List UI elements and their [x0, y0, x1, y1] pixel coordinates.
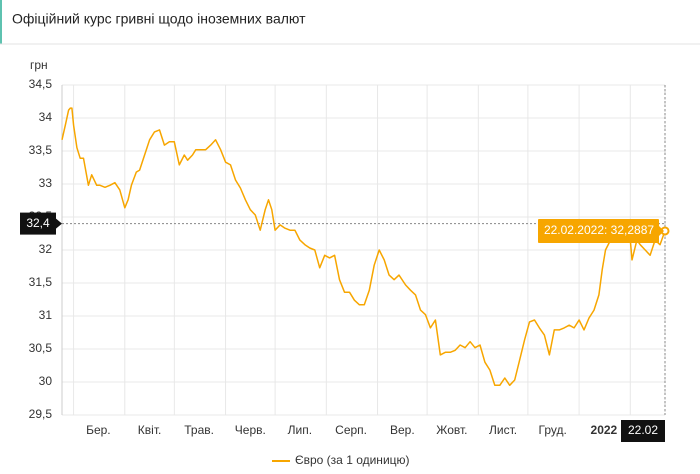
crosshair-label: 32,4: [26, 216, 50, 230]
x-cursor-label: 22.02: [628, 423, 658, 437]
x-tick-label: 2022: [591, 423, 618, 437]
tooltip: 22.02.2022: 32,2887: [544, 223, 654, 237]
x-tick-label: Бер.: [86, 423, 111, 437]
y-tick-label: 30,5: [29, 341, 53, 355]
legend-label: Євро (за 1 одиницю): [295, 453, 410, 467]
series-line: [61, 107, 666, 387]
x-cursor-label-bg: [621, 420, 665, 442]
x-tick-label: Лист.: [489, 423, 517, 437]
y-tick-label: 32: [39, 242, 53, 256]
x-tick-label: Груд.: [539, 423, 567, 437]
x-tick-label: Трав.: [184, 423, 214, 437]
y-tick-label: 33: [39, 176, 53, 190]
y-tick-label: 34,5: [29, 77, 53, 91]
y-tick-label: 31: [39, 308, 53, 322]
x-tick-label: Лип.: [288, 423, 312, 437]
x-tick-label: Вер.: [390, 423, 415, 437]
tooltip-bg: [538, 218, 659, 243]
x-tick-label: Квіт.: [138, 423, 162, 437]
y-axis-label: грн: [30, 58, 48, 72]
accent-bar: [0, 0, 2, 44]
y-tick-label: 29,5: [29, 407, 53, 421]
tooltip-arrow: [659, 225, 664, 236]
x-tick-label: Серп.: [335, 423, 367, 437]
crosshair-label-arrow: [56, 218, 62, 229]
crosshair-label-bg: [20, 212, 56, 235]
y-tick-label: 31,5: [29, 275, 53, 289]
chart-title: Офіційний курс гривні щодо іноземних вал…: [12, 11, 306, 27]
x-tick-label: Черв.: [235, 423, 266, 437]
y-tick-label: 30: [39, 374, 53, 388]
y-tick-label: 33,5: [29, 143, 53, 157]
x-tick-label: Жовт.: [436, 423, 467, 437]
y-tick-label: 34: [39, 110, 53, 124]
